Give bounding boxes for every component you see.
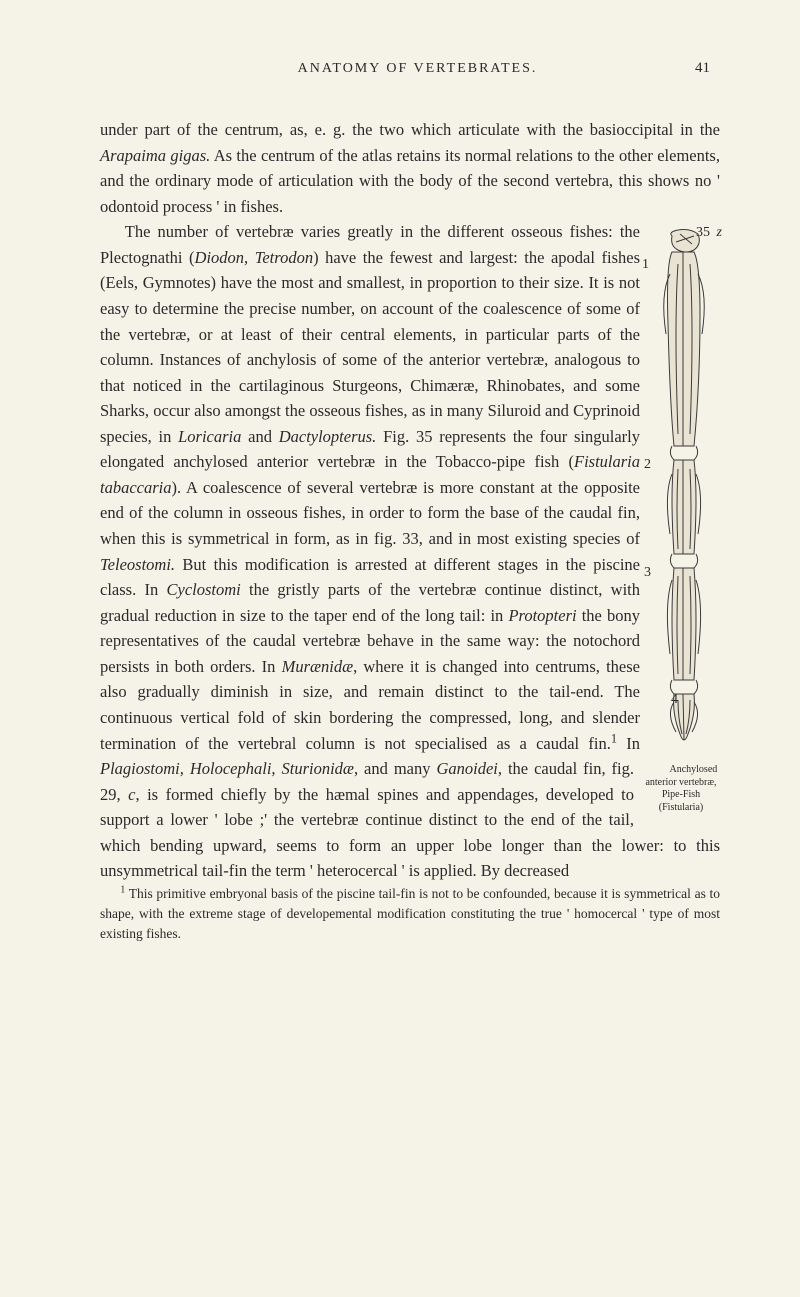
p2-taxon-muraenidae: Murænidæ [282, 657, 354, 676]
figure-label-z: z [717, 222, 722, 244]
p2-taxon-loricaria: Loricaria [178, 427, 241, 446]
p2-taxon-ganoidei: Ganoidei [436, 759, 497, 778]
p2-taxon-diodon: Diodon, Tetrodon [195, 248, 314, 267]
figure-35: 35 z 1 2 3 4 [650, 224, 720, 754]
figure-number-label: 35 [696, 222, 710, 244]
p2-text-e: and [241, 427, 278, 446]
p2-text-c: ) have the fewest and largest: the apoda… [100, 248, 640, 446]
p2-text-y: , is formed chiefly by the hæmal spines … [100, 785, 720, 881]
paragraph-2: The number of vertebræ varies greatly in… [100, 219, 720, 884]
figure-label-4: 4 [671, 689, 678, 711]
paragraph-1: under part of the centrum, as, e. g. the… [100, 117, 720, 219]
p1-text-a: under part of the centrum, as, e. g. the… [100, 120, 720, 139]
p2-taxon-plagiostomi: Plagiostomi, Holocephali, Sturionidæ [100, 759, 354, 778]
p2-text-s: In [617, 734, 640, 753]
figure-label-2: 2 [644, 454, 651, 476]
p2-text-i: ). A coalescence of several vertebræ is … [100, 478, 640, 548]
body-text: under part of the centrum, as, e. g. the… [100, 117, 720, 945]
p2-taxon-dactylopterus: Dactylopterus. [279, 427, 377, 446]
p2-taxon-teleostomi: Teleostomi. [100, 555, 175, 574]
page-number: 41 [695, 60, 710, 77]
vertebra-illustration [650, 224, 720, 754]
figure-label-3: 3 [644, 562, 651, 584]
p1-taxon-arapaima: Arapaima gigas. [100, 146, 210, 165]
footnote-text: This primitive embryonal basis of the pi… [100, 886, 720, 942]
p2-text-u: , and many [354, 759, 437, 778]
figure-label-1: 1 [642, 254, 649, 276]
p2-taxon-protopteri: Protopteri [508, 606, 576, 625]
running-title: ANATOMY OF VERTEBRATES. [140, 61, 695, 77]
figure-caption: Anchylosed anterior vertebræ, Pipe-Fish … [642, 764, 720, 814]
p2-taxon-cyclostomi: Cyclostomi [166, 580, 240, 599]
footnote-1: 1 This primitive embryonal basis of the … [100, 884, 720, 945]
page-header: ANATOMY OF VERTEBRATES. 41 [100, 60, 720, 77]
